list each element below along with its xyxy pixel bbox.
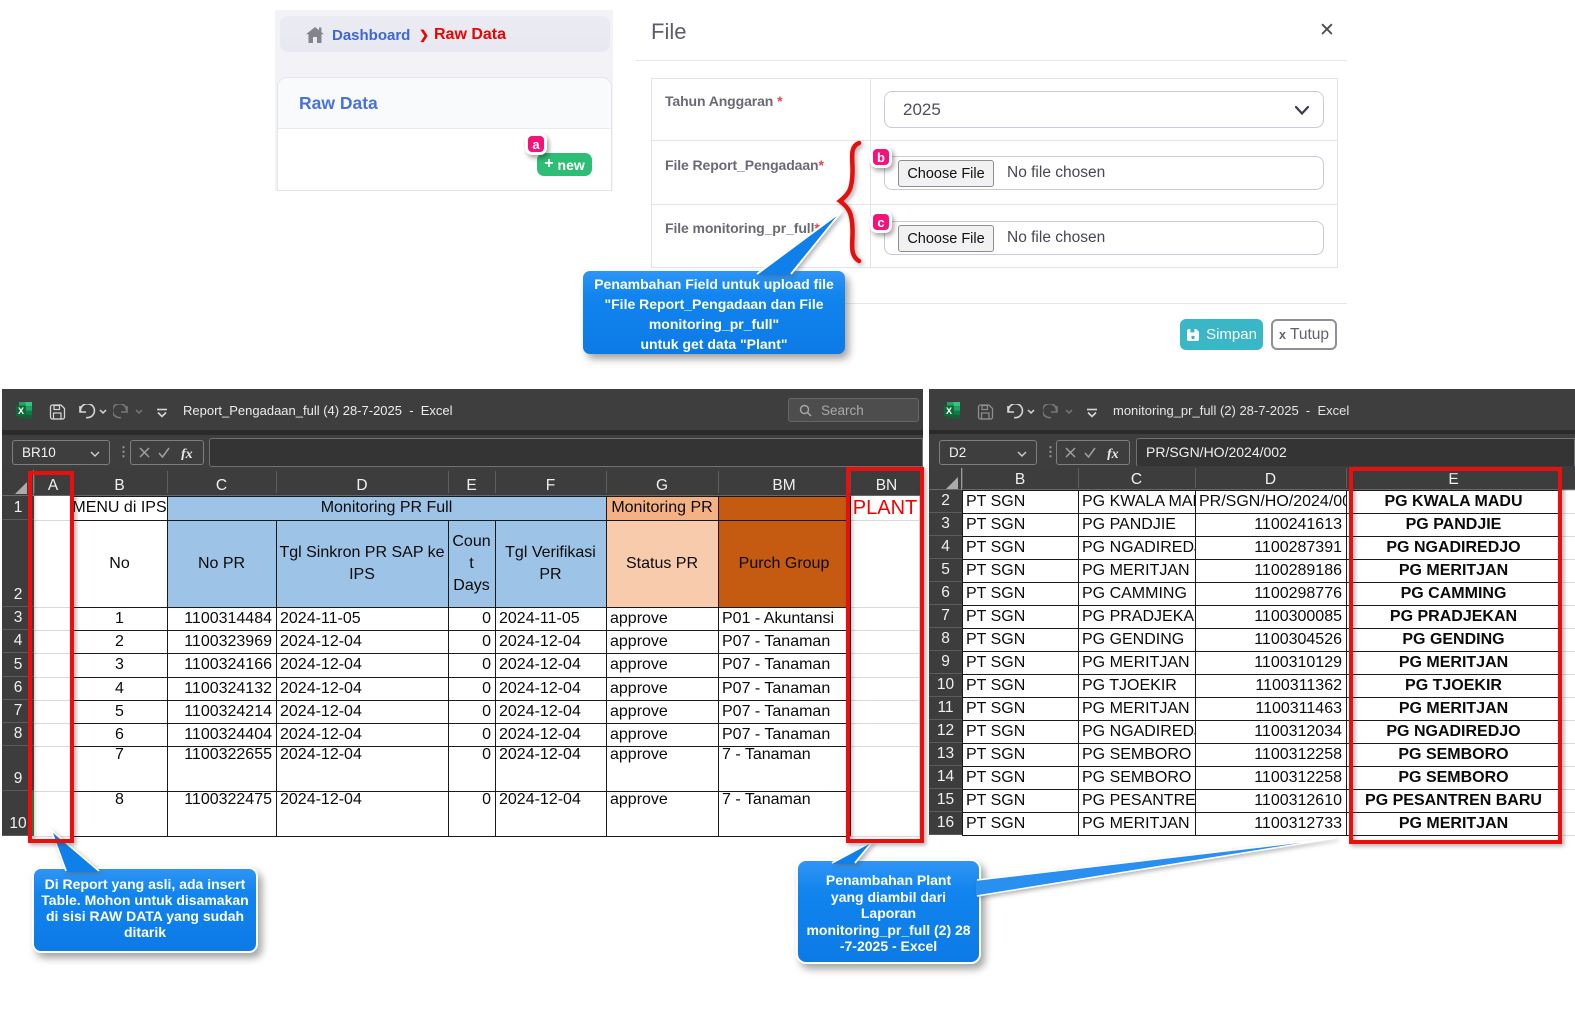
svg-text:fx: fx <box>1107 447 1119 460</box>
svg-text:fx: fx <box>181 447 193 460</box>
svg-text:X: X <box>18 406 24 416</box>
svg-text:X: X <box>946 406 952 416</box>
